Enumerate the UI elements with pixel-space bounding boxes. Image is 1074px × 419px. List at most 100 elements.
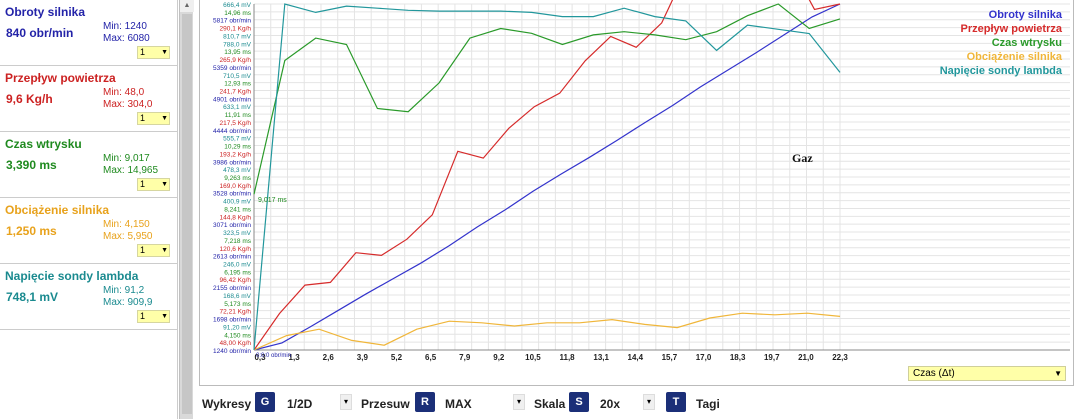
chevron-down-icon[interactable]: ▾ (340, 394, 352, 410)
param-value: 840 obr/min (6, 26, 74, 40)
start-label: 0:0:0 obr/min (256, 353, 291, 359)
y-tick-label: 241,7 Kg/h (220, 89, 252, 96)
x-tick-label: 21,0 (798, 353, 814, 362)
param-engine-load[interactable]: Obciążenie silnika 1,250 ms Min: 4,150 M… (0, 198, 178, 264)
y-tick-label: 710,5 mV (223, 73, 251, 80)
x-tick-label: 13,1 (593, 353, 609, 362)
param-min: Min: 4,150 (103, 219, 150, 230)
scroll-up-icon[interactable]: ▲ (180, 0, 194, 12)
x-tick-label: 6,5 (425, 353, 437, 362)
y-tick-label: 48,00 Kg/h (220, 340, 252, 347)
param-injection-time[interactable]: Czas wtrysku 3,390 ms Min: 9,017 Max: 14… (0, 132, 178, 198)
series-line (253, 312, 841, 351)
param-select-value: 1 (140, 245, 146, 255)
parameter-panel: Obroty silnika 840 obr/min Min: 1240 Max… (0, 0, 178, 419)
x-tick-label: 14,4 (628, 353, 644, 362)
x-tick-label: 19,7 (764, 353, 780, 362)
param-name: Obciążenie silnika (5, 203, 110, 217)
param-engine-rpm[interactable]: Obroty silnika 840 obr/min Min: 1240 Max… (0, 0, 178, 66)
y-tick-label: 400,9 mV (223, 199, 251, 206)
y-tick-label: 1698 obr/min (213, 317, 251, 324)
y-tick-label: 72,21 Kg/h (220, 309, 252, 316)
y-tick-label: 4901 obr/min (213, 96, 251, 103)
param-select[interactable]: 1 ▼ (137, 178, 170, 191)
x-tick-label: 22,3 (832, 353, 848, 362)
param-select-value: 1 (140, 179, 146, 189)
series-line (253, 3, 841, 351)
y-tick-label: 193,2 Kg/h (220, 151, 252, 158)
param-min: Min: 9,017 (103, 153, 150, 164)
y-tick-label: 9,263 ms (224, 175, 251, 182)
y-tick-label: 5,173 ms (224, 301, 251, 308)
y-tick-label: 13,95 ms (224, 49, 251, 56)
param-name: Czas wtrysku (5, 137, 82, 151)
y-tick-label: 323,5 mV (223, 230, 251, 237)
chevron-down-icon: ▼ (161, 313, 168, 320)
y-tick-label: 555,7 mV (223, 136, 251, 143)
x-tick-label: 7,9 (459, 353, 471, 362)
x-axis-select-value: Czas (Δt) (913, 368, 955, 379)
vertical-scrollbar[interactable]: ▲ (179, 0, 194, 419)
x-axis-select[interactable]: Czas (Δt) ▼ (908, 366, 1066, 381)
param-max: Max: 6080 (103, 33, 150, 44)
y-tick-label: 4444 obr/min (213, 128, 251, 135)
y-tick-label: 120,6 Kg/h (220, 246, 252, 253)
param-lambda-voltage[interactable]: Napięcie sondy lambda 748,1 mV Min: 91,2… (0, 264, 178, 330)
chevron-down-icon[interactable]: ▾ (643, 394, 655, 410)
chart-annotation: Gaz (792, 151, 813, 165)
param-name: Obroty silnika (5, 5, 86, 19)
y-tick-label: 12,93 ms (224, 81, 251, 88)
y-tick-label: 96,42 Kg/h (220, 277, 252, 284)
przesuw-key-button[interactable]: R (415, 392, 435, 412)
y-tick-label: 2613 obr/min (213, 254, 251, 261)
x-tick-label: 2,6 (323, 353, 335, 362)
wykresy-value: 1/2D (287, 397, 313, 411)
y-tick-label: 5359 obr/min (213, 65, 251, 72)
series-line (253, 0, 841, 351)
param-name: Napięcie sondy lambda (5, 269, 139, 283)
y-tick-label: 3986 obr/min (213, 159, 251, 166)
y-tick-label: 14,96 ms (224, 10, 251, 17)
y-tick-label: 290,1 Kg/h (220, 26, 252, 33)
param-select[interactable]: 1 ▼ (137, 112, 170, 125)
param-value: 748,1 mV (6, 290, 59, 304)
wykresy-key-button[interactable]: G (255, 392, 275, 412)
param-min: Min: 1240 (103, 21, 147, 32)
y-tick-label: 5817 obr/min (213, 18, 251, 25)
y-tick-label: 8,241 ms (224, 206, 251, 213)
param-name: Przepływ powietrza (5, 71, 116, 85)
y-tick-label: 478,3 mV (223, 167, 251, 174)
chart-frame: 666,4 mV 14,96 ms 5817 obr/min 290,1 Kg/h 81… (199, 0, 1074, 386)
skala-value: 20x (600, 397, 621, 411)
scroll-thumb[interactable] (182, 14, 192, 414)
param-max: Max: 909,9 (103, 297, 153, 308)
y-tick-label: 246,0 mV (223, 262, 251, 269)
chevron-down-icon: ▼ (1054, 369, 1062, 378)
x-tick-label: 10,5 (525, 353, 541, 362)
przesuw-value: MAX (445, 397, 472, 411)
y-tick-label: 217,5 Kg/h (220, 120, 252, 127)
tagi-key-button[interactable]: T (666, 392, 686, 412)
point-label: 9,017 ms (258, 197, 287, 204)
param-max: Max: 5,950 (103, 231, 153, 242)
chevron-down-icon[interactable]: ▾ (513, 394, 525, 410)
x-tick-label: 18,3 (730, 353, 746, 362)
skala-key-button[interactable]: S (569, 392, 589, 412)
param-select-value: 1 (140, 113, 146, 123)
param-select[interactable]: 1 ▼ (137, 46, 170, 59)
wykresy-label: Wykresy (202, 397, 252, 411)
y-tick-label: 2155 obr/min (213, 285, 251, 292)
y-tick-label: 265,9 Kg/h (220, 57, 252, 64)
x-tick-label: 0,3 (254, 353, 266, 362)
param-value: 9,6 Kg/h (6, 92, 53, 106)
chevron-down-icon: ▼ (161, 181, 168, 188)
param-select[interactable]: 1 ▼ (137, 244, 170, 257)
legend-entry: Napięcie sondy lambda (940, 65, 1063, 77)
param-select[interactable]: 1 ▼ (137, 310, 170, 323)
x-tick-label: 1,3 (289, 353, 301, 362)
y-tick-label: 788,0 mV (223, 41, 251, 48)
y-tick-label: 11,91 ms (225, 112, 252, 119)
param-air-flow[interactable]: Przepływ powietrza 9,6 Kg/h Min: 48,0 Ma… (0, 66, 178, 132)
legend-entry: Czas wtrysku (992, 37, 1062, 49)
